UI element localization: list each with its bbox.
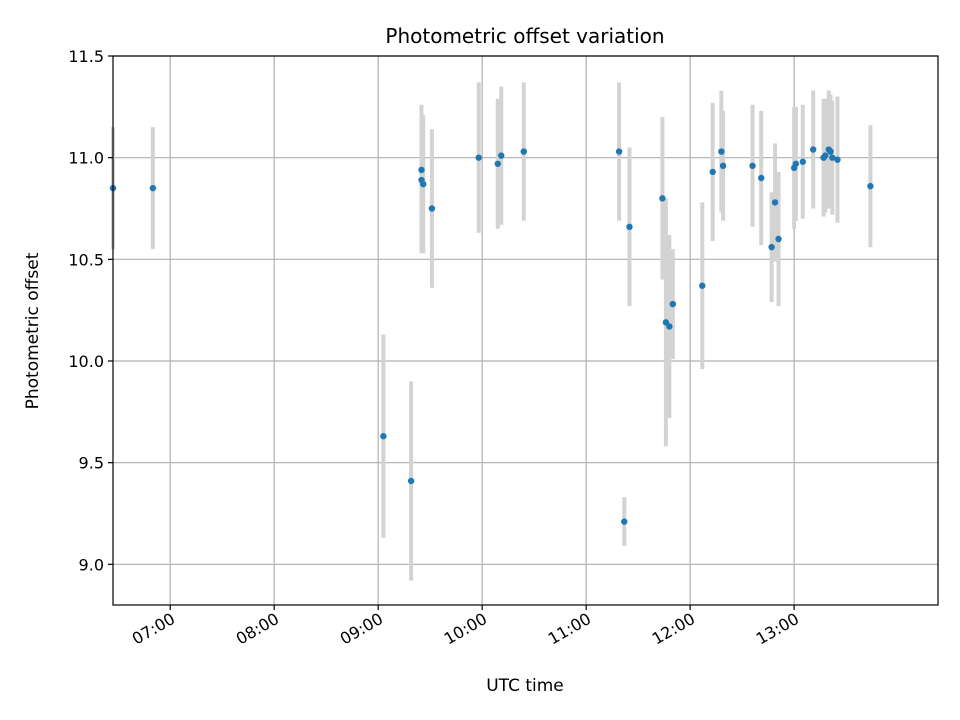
data-point [775, 235, 782, 243]
data-point [149, 184, 157, 192]
y-tick-label: 9.5 [79, 454, 104, 473]
chart-title: Photometric offset variation [385, 24, 664, 48]
data-point [626, 223, 633, 230]
data-point [749, 162, 756, 169]
plot-frame [112, 55, 939, 606]
data-point [520, 148, 527, 155]
data-point [380, 433, 387, 440]
data-point [758, 174, 765, 182]
y-tick-label: 11.5 [68, 47, 104, 66]
data-point [407, 477, 415, 485]
data-point [709, 168, 716, 176]
data-points [109, 146, 874, 525]
y-tick-label: 10.5 [68, 250, 104, 269]
data-point [494, 160, 501, 167]
data-point [659, 195, 666, 202]
data-point [615, 148, 623, 155]
data-point [799, 158, 807, 165]
data-point [718, 148, 725, 155]
data-point [719, 162, 727, 169]
data-point [867, 182, 874, 190]
data-point [420, 180, 427, 188]
data-point [669, 300, 677, 308]
y-tick-label: 9.0 [79, 555, 104, 574]
y-axis-label: Photometric offset [23, 252, 43, 409]
data-point [827, 148, 834, 155]
data-point [666, 323, 673, 330]
data-point [621, 518, 628, 525]
data-point [771, 199, 779, 206]
data-point [475, 154, 482, 161]
data-point [428, 205, 436, 212]
x-axis-label: UTC time [486, 676, 564, 696]
data-point [822, 152, 829, 159]
data-point [829, 154, 836, 161]
y-tick-label: 10.0 [68, 352, 104, 371]
data-point [792, 160, 800, 167]
data-point [810, 146, 817, 153]
data-point [699, 282, 706, 289]
data-point [418, 166, 425, 174]
grid-lines [113, 55, 938, 605]
data-point [768, 243, 775, 251]
y-tick-label: 11.0 [68, 149, 104, 168]
data-point [834, 156, 841, 163]
data-point [498, 152, 505, 159]
y-axis-ticks: 9.0 9.5 10.0 10.5 11.0 11.5 [68, 47, 113, 574]
